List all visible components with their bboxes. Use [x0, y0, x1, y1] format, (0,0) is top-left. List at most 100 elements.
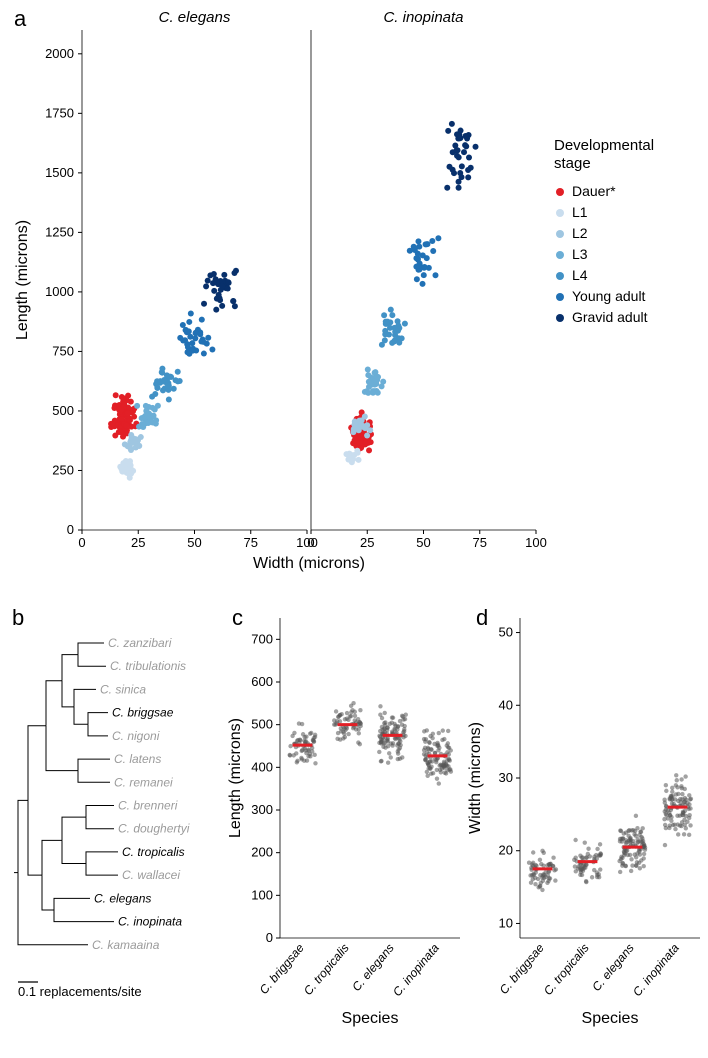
jitter-point [573, 838, 577, 842]
jitter-point [398, 757, 402, 761]
scatter-point [392, 338, 398, 344]
scatter-point [203, 283, 209, 289]
svg-text:0: 0 [67, 522, 74, 537]
jitter-point [545, 863, 549, 867]
jitter-point [595, 875, 599, 879]
tree-branch [62, 655, 78, 681]
scatter-point [382, 328, 388, 334]
scatter-point [126, 471, 132, 477]
scatter-point [473, 144, 479, 150]
jitter-point [288, 744, 292, 748]
jitter-point [663, 843, 667, 847]
scatter-point [454, 153, 460, 159]
scatter-point [459, 163, 465, 169]
jitter-point [667, 826, 671, 830]
svg-text:C. elegans: C. elegans [94, 891, 151, 905]
jitter-point [538, 873, 542, 877]
svg-text:500: 500 [251, 717, 273, 732]
scatter-point [374, 374, 380, 380]
jitter-point [598, 867, 602, 871]
jitter-point [554, 867, 558, 871]
scatter-point [407, 248, 413, 254]
jitter-point [663, 800, 667, 804]
jitter-point [670, 786, 674, 790]
scatter-point [150, 405, 156, 411]
svg-text:50: 50 [499, 625, 513, 640]
jitter-point [401, 714, 405, 718]
svg-text:C. briggsae: C. briggsae [257, 941, 307, 997]
jitter-point [339, 712, 343, 716]
scatter-point [456, 185, 462, 191]
svg-text:c: c [232, 605, 243, 630]
jitter-point [353, 710, 357, 714]
scatter-point [123, 422, 129, 428]
scatter-point [381, 312, 387, 318]
svg-text:1250: 1250 [45, 224, 74, 239]
scatter-point [457, 135, 463, 141]
svg-text:C. brenneri: C. brenneri [118, 799, 178, 813]
jitter-point [629, 869, 633, 873]
svg-text:C. kamaaina: C. kamaaina [92, 938, 160, 952]
tree-branch [62, 840, 86, 863]
jitter-point [445, 743, 449, 747]
svg-text:C. nigoni: C. nigoni [112, 729, 160, 743]
scatter-point [171, 386, 177, 392]
scatter-point [421, 272, 427, 278]
scatter-point [211, 271, 217, 277]
svg-text:Young adult: Young adult [572, 288, 646, 304]
jitter-point [390, 729, 394, 733]
svg-text:stage: stage [554, 155, 591, 172]
scatter-point [365, 372, 371, 378]
jitter-point [385, 728, 389, 732]
svg-text:30: 30 [499, 770, 513, 785]
legend-swatch [556, 293, 564, 301]
scatter-point [468, 165, 474, 171]
jitter-point [356, 740, 360, 744]
jitter-point [598, 842, 602, 846]
svg-text:C. inopinata: C. inopinata [390, 941, 442, 999]
jitter-point [538, 858, 542, 862]
jitter-point [583, 840, 587, 844]
jitter-point [595, 847, 599, 851]
jitter-point [626, 834, 630, 838]
scatter-point [182, 337, 188, 343]
svg-text:Species: Species [342, 1010, 399, 1027]
jitter-point [380, 716, 384, 720]
svg-text:Dauer*: Dauer* [572, 183, 616, 199]
scatter-point [415, 238, 421, 244]
jitter-point [635, 826, 639, 830]
scatter-point [118, 429, 124, 435]
scatter-point [466, 155, 472, 161]
scatter-point [225, 286, 231, 292]
jitter-point [637, 848, 641, 852]
scatter-point [119, 416, 125, 422]
scatter-point [186, 319, 192, 325]
jitter-point [638, 852, 642, 856]
jitter-point [379, 759, 383, 763]
jitter-point [642, 856, 646, 860]
jitter-point [378, 704, 382, 708]
jitter-point [633, 852, 637, 856]
scatter-point [128, 462, 134, 468]
scatter-point [175, 369, 181, 375]
jitter-point [348, 714, 352, 718]
scatter-point [143, 403, 149, 409]
jitter-point [674, 773, 678, 777]
jitter-point [308, 731, 312, 735]
scatter-point [221, 272, 227, 278]
scatter-point [218, 287, 224, 293]
jitter-point [675, 785, 679, 789]
svg-text:L1: L1 [572, 204, 588, 220]
jitter-point [631, 828, 635, 832]
svg-text:C. briggsae: C. briggsae [112, 706, 174, 720]
jitter-point [387, 751, 391, 755]
svg-text:2000: 2000 [45, 46, 74, 61]
svg-text:700: 700 [251, 631, 273, 646]
jitter-point [687, 833, 691, 837]
jitter-point [664, 783, 668, 787]
scatter-point [199, 317, 205, 323]
jitter-point [532, 873, 536, 877]
legend-swatch [556, 251, 564, 259]
scatter-point [232, 303, 238, 309]
jitter-point [670, 790, 674, 794]
